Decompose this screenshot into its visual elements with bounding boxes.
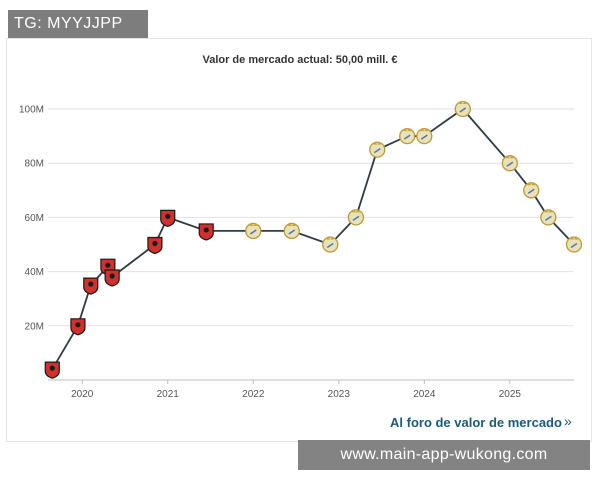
- real-madrid-crest-marker[interactable]: [283, 222, 300, 240]
- rennes-crest-marker[interactable]: [83, 277, 99, 295]
- chart-frame: [6, 38, 592, 442]
- real-madrid-crest-marker[interactable]: [399, 127, 416, 145]
- x-tick-label: 2023: [328, 389, 351, 400]
- real-madrid-crest-marker[interactable]: [347, 209, 365, 226]
- real-madrid-crest-marker[interactable]: [501, 155, 519, 172]
- x-tick-label: 2020: [71, 389, 94, 400]
- arrow-right-icon[interactable]: »: [564, 413, 572, 429]
- real-madrid-crest-marker[interactable]: [540, 209, 557, 226]
- real-madrid-crest-marker[interactable]: [245, 222, 262, 240]
- y-tick-label: 60M: [25, 213, 44, 224]
- y-tick-label: 100M: [19, 105, 44, 116]
- y-tick-label: 20M: [25, 321, 44, 332]
- x-axis-ticks: 2020 2021 2022 2023 2024 2025: [71, 380, 521, 400]
- rennes-crest-marker[interactable]: [70, 318, 86, 336]
- series-line: [51, 107, 575, 370]
- rennes-crest-marker[interactable]: [104, 269, 120, 287]
- x-tick-label: 2022: [242, 389, 265, 400]
- watermark-tag: TG: MYYJJPP: [8, 10, 148, 38]
- x-tick-label: 2025: [499, 389, 522, 400]
- rennes-crest-marker[interactable]: [44, 361, 60, 379]
- real-madrid-crest-marker[interactable]: [565, 236, 583, 253]
- real-madrid-crest-marker[interactable]: [416, 127, 433, 145]
- rennes-crest-marker[interactable]: [198, 223, 214, 241]
- y-tick-label: 40M: [25, 267, 44, 278]
- rennes-crest-marker[interactable]: [160, 209, 176, 228]
- x-tick-label: 2021: [157, 389, 180, 400]
- watermark-url: www.main-app-wukong.com: [298, 440, 590, 470]
- real-madrid-crest-marker[interactable]: [369, 141, 386, 158]
- market-value-forum-link[interactable]: Al foro de valor de mercado: [390, 415, 562, 430]
- grid-lines: [48, 108, 574, 381]
- rennes-crest-marker[interactable]: [147, 236, 163, 255]
- series-markers: [44, 100, 583, 379]
- real-madrid-crest-marker[interactable]: [523, 182, 540, 199]
- x-tick-label: 2024: [413, 389, 436, 400]
- y-axis-ticks: 20M 40M 60M 80M 100M: [19, 105, 44, 333]
- chart-title: Valor de mercado actual: 50,00 mill. €: [202, 54, 398, 66]
- real-madrid-crest-marker[interactable]: [322, 236, 339, 253]
- y-tick-label: 80M: [25, 159, 44, 170]
- real-madrid-crest-marker[interactable]: [454, 100, 471, 118]
